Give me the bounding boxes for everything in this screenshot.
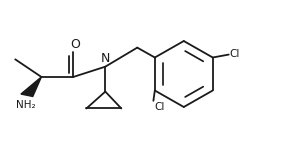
Text: O: O [70,38,80,51]
Polygon shape [21,77,41,96]
Text: NH₂: NH₂ [15,100,35,110]
Text: Cl: Cl [230,49,240,59]
Text: Cl: Cl [155,102,165,112]
Text: N: N [101,52,110,65]
